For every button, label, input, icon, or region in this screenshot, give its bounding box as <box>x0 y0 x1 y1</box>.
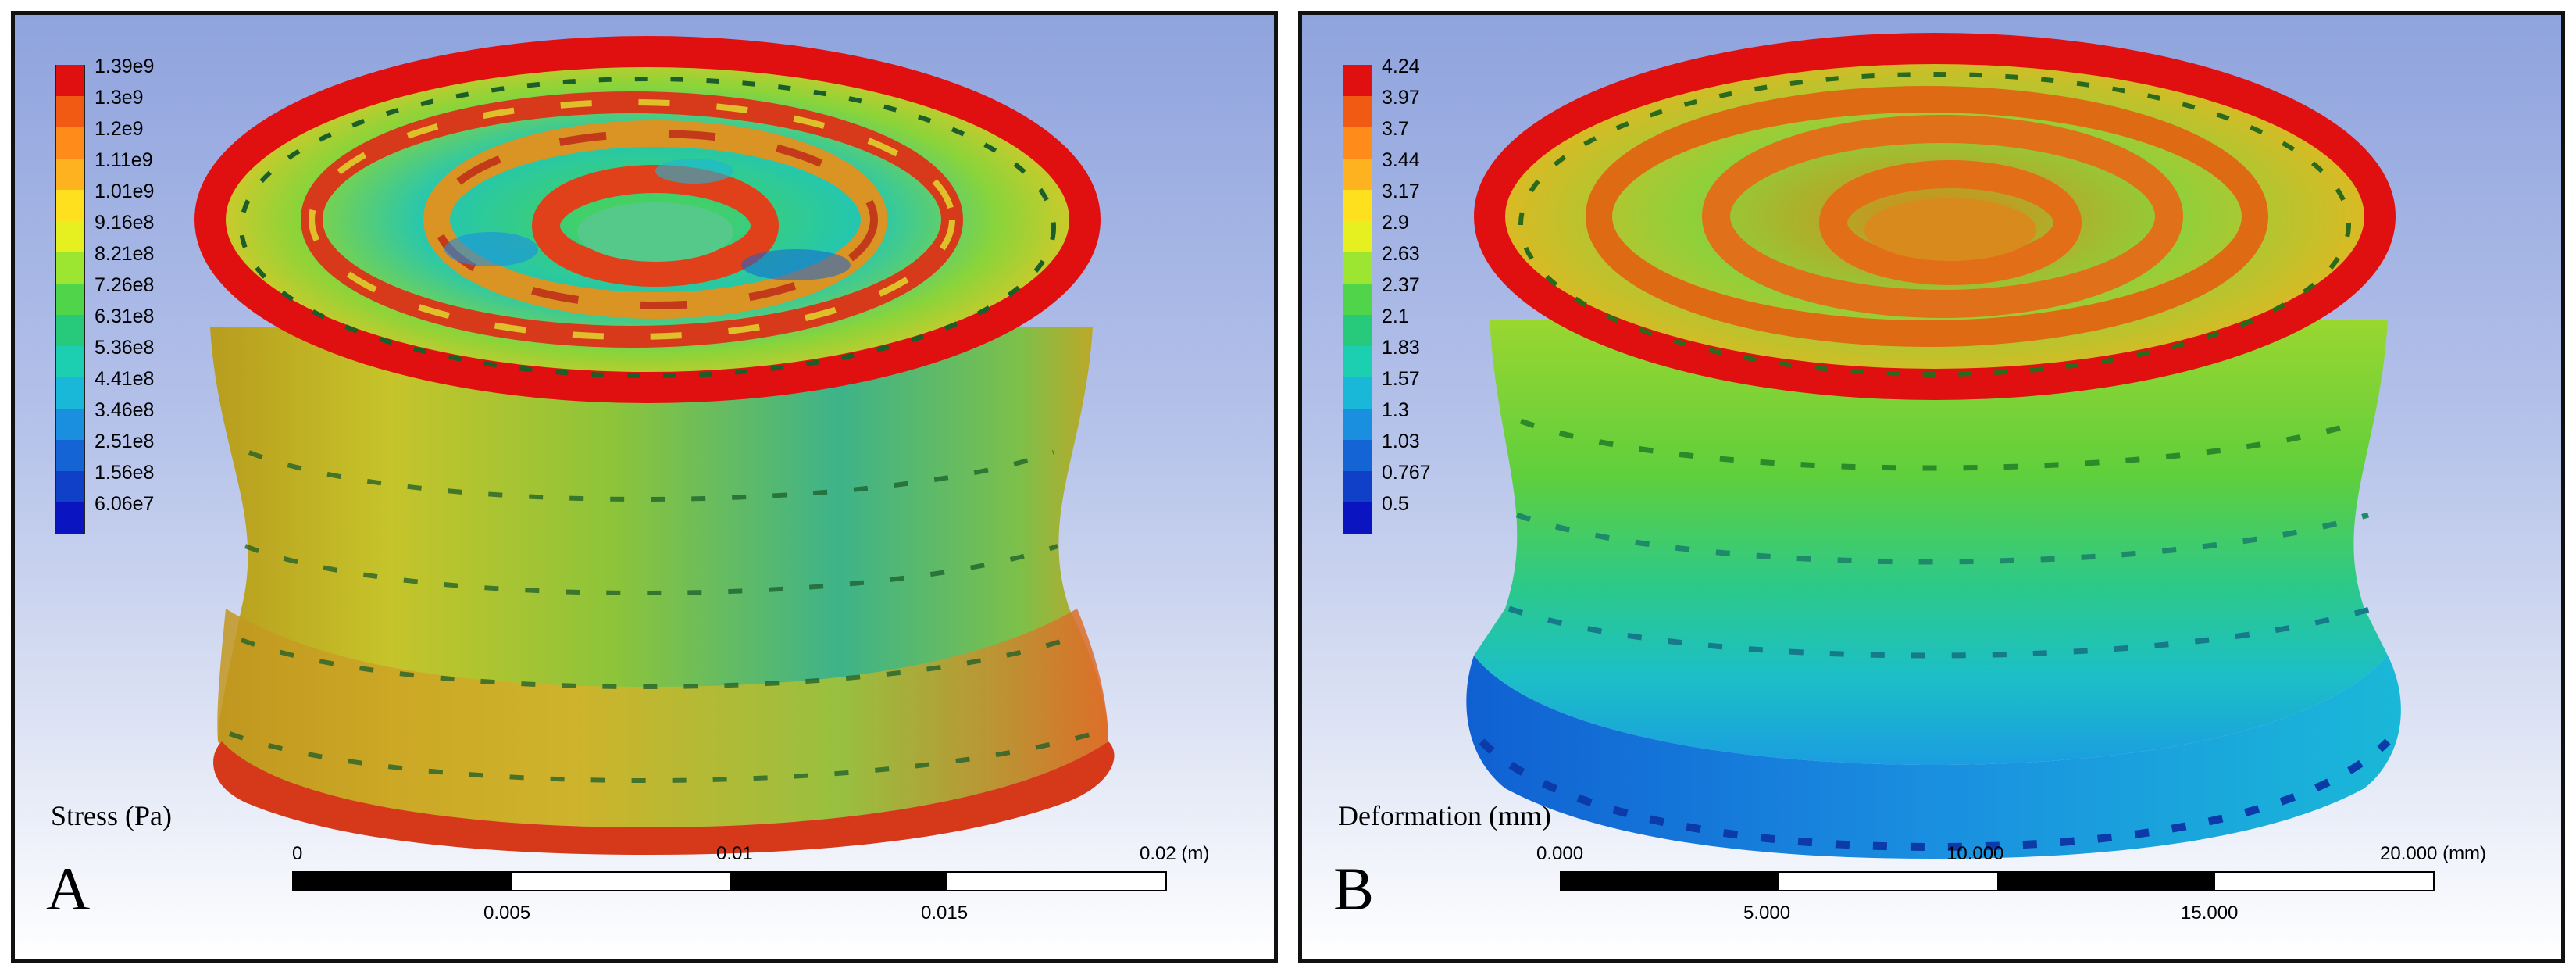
legend-swatch <box>55 65 85 96</box>
scale-label: 0.01 <box>716 843 753 864</box>
scale-label: 0.015 <box>921 902 969 924</box>
legend-label: 3.97 <box>1382 87 1420 109</box>
scale-segment <box>1779 873 1997 890</box>
legend-swatch <box>1343 409 1372 440</box>
legend-label: 3.46e8 <box>95 399 155 421</box>
legend-swatch <box>55 221 85 252</box>
legend-swatch <box>1343 502 1372 534</box>
legend-label: 6.31e8 <box>95 305 155 327</box>
legend-label: 9.16e8 <box>95 212 155 234</box>
legend-label: 1.3e9 <box>95 87 144 109</box>
legend-label: 1.03 <box>1382 431 1420 452</box>
legend-label: 2.51e8 <box>95 431 155 452</box>
deformation-panel: 4.24 3.97 3.7 3.44 3.17 2.9 2.63 2.37 2.… <box>1298 11 2565 963</box>
legend-swatch <box>1343 159 1372 190</box>
panel-letter: B <box>1333 855 1375 923</box>
legend-swatch <box>55 127 85 159</box>
legend-label: 4.41e8 <box>95 368 155 390</box>
legend-swatch <box>1343 346 1372 377</box>
legend-label: 2.63 <box>1382 243 1420 265</box>
stress-panel: 1.39e9 1.3e9 1.2e9 1.11e9 1.01e9 9.16e8 … <box>11 11 1278 963</box>
scale-segment <box>1561 873 1779 890</box>
legend-label: 1.2e9 <box>95 118 144 140</box>
legend-swatch <box>1343 190 1372 221</box>
legend-label: 2.1 <box>1382 305 1409 327</box>
legend-label: 1.56e8 <box>95 462 155 484</box>
legend-swatch <box>55 346 85 377</box>
scale-label: 0.000 <box>1536 843 1584 864</box>
scale-bar-track <box>1560 871 2435 891</box>
legend-swatch <box>55 471 85 502</box>
legend-label: 0.767 <box>1382 462 1431 484</box>
quantity-label: Deformation (mm) <box>1338 800 1551 831</box>
scale-label: 0.02 (m) <box>1140 843 1210 864</box>
legend-label: 6.06e7 <box>95 493 155 515</box>
legend-label: 0.5 <box>1382 493 1409 515</box>
scale-bar: 0 0.01 0.02 (m) 0.005 0.015 <box>292 843 1209 937</box>
scale-bar: 0.000 10.000 20.000 (mm) 5.000 15.000 <box>1536 843 2513 937</box>
legend-label: 1.39e9 <box>95 55 155 77</box>
legend-swatch <box>55 409 85 440</box>
legend-swatch <box>55 159 85 190</box>
legend-label: 1.11e9 <box>95 149 153 171</box>
legend-swatch <box>55 315 85 346</box>
legend-swatch <box>1343 221 1372 252</box>
legend-label: 1.3 <box>1382 399 1409 421</box>
scale-label: 0.005 <box>483 902 531 924</box>
legend-label: 1.01e9 <box>95 180 155 202</box>
legend-swatch <box>1343 96 1372 127</box>
scale-segment <box>947 873 1165 890</box>
scale-segment <box>512 873 730 890</box>
legend-swatch <box>1343 252 1372 284</box>
legend-swatch <box>1343 127 1372 159</box>
quantity-label: Stress (Pa) <box>51 800 172 831</box>
scale-segment <box>1997 873 2215 890</box>
legend-label: 3.7 <box>1382 118 1409 140</box>
legend-swatch <box>1343 315 1372 346</box>
legend-swatch <box>55 284 85 315</box>
legend-label: 1.57 <box>1382 368 1420 390</box>
legend-swatch <box>1343 284 1372 315</box>
legend-swatch <box>55 440 85 471</box>
legend-label: 7.26e8 <box>95 274 155 296</box>
scale-label: 0 <box>292 843 303 864</box>
scale-label: 10.000 <box>1946 843 2004 864</box>
panel-letter: A <box>46 855 91 923</box>
legend-swatch <box>55 96 85 127</box>
deformation-contour-model <box>1466 33 2401 859</box>
scale-segment <box>2215 873 2433 890</box>
legend-label: 3.44 <box>1382 149 1420 171</box>
legend-label: 2.37 <box>1382 274 1420 296</box>
legend-swatch <box>55 502 85 534</box>
legend-swatch <box>1343 440 1372 471</box>
scale-label: 15.000 <box>2181 902 2239 924</box>
legend-label: 3.17 <box>1382 180 1420 202</box>
legend-label: 4.24 <box>1382 55 1420 77</box>
stress-contour-model <box>194 36 1115 855</box>
legend-swatch <box>55 252 85 284</box>
legend-swatch <box>55 377 85 409</box>
scale-segment <box>730 873 947 890</box>
legend-label: 2.9 <box>1382 212 1409 234</box>
legend-label: 5.36e8 <box>95 337 155 359</box>
scale-segment <box>294 873 512 890</box>
scale-label: 5.000 <box>1743 902 1791 924</box>
legend-label: 8.21e8 <box>95 243 155 265</box>
legend-swatch <box>1343 377 1372 409</box>
scale-bar-track <box>292 871 1167 891</box>
legend-swatch <box>1343 65 1372 96</box>
scale-label: 20.000 (mm) <box>2380 843 2487 864</box>
legend-label: 1.83 <box>1382 337 1420 359</box>
legend-swatch <box>1343 471 1372 502</box>
legend-swatch <box>55 190 85 221</box>
